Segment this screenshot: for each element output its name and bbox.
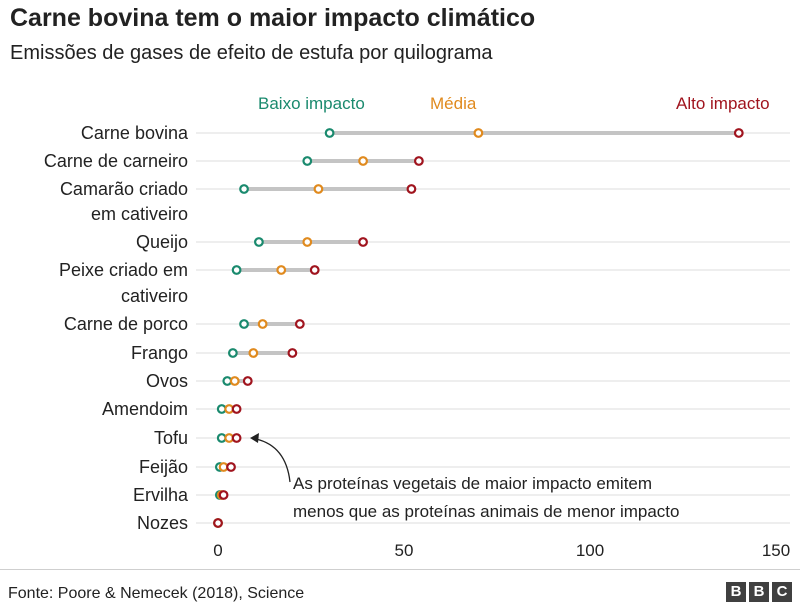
category-label: em cativeiro (91, 204, 188, 224)
impact-dot (242, 376, 253, 386)
source-text: Fonte: Poore & Nemecek (2018), Science (8, 585, 305, 602)
bbc-logo-letter: B (726, 582, 746, 602)
annotation-arrow (250, 433, 291, 483)
footer-divider (0, 569, 800, 570)
bbc-logo-letter: B (749, 582, 769, 602)
grid-layer (196, 132, 790, 524)
annotation-text: As proteínas vegetais de maior impacto e… (293, 470, 679, 526)
impact-dot (239, 184, 249, 194)
impact-dot (413, 156, 424, 166)
category-label: Ovos (146, 371, 188, 391)
chart-subtitle: Emissões de gases de efeito de estufa po… (10, 42, 493, 64)
impact-dot (302, 156, 313, 166)
category-label: Camarão criado (60, 179, 188, 199)
impact-dot (239, 319, 249, 329)
category-label: Frango (131, 343, 188, 363)
impact-dot (358, 156, 368, 166)
range-bars (216, 131, 741, 525)
legend-average: Média (430, 94, 477, 113)
annotation-curve (255, 438, 291, 483)
impact-dot (257, 319, 268, 329)
category-label: Tofu (154, 428, 188, 448)
x-tick-label: 0 (213, 541, 222, 560)
impact-dot (231, 265, 242, 275)
impact-dot (218, 490, 229, 500)
category-label: Ervilha (133, 485, 189, 505)
annotation-arrowhead (250, 433, 259, 443)
category-label: cativeiro (121, 286, 188, 306)
annotation-line-2: menos que as proteínas animais de menor … (293, 502, 680, 521)
impact-dot (227, 348, 238, 358)
annotation-line-1: As proteínas vegetais de maior impacto e… (293, 474, 653, 493)
impact-dot (294, 319, 305, 329)
dot-range-chart: Carne bovina Carne de carneiro Camarão cri… (44, 123, 790, 560)
x-tick-label: 50 (395, 541, 414, 560)
category-label: Carne bovina (81, 123, 189, 143)
impact-dot (406, 184, 417, 194)
category-label: Peixe criado em (59, 260, 188, 280)
impact-dot (324, 128, 335, 138)
impact-dot (229, 376, 240, 386)
impact-dot (231, 404, 242, 414)
legend-low-impact: Baixo impacto (258, 94, 365, 113)
category-label: Nozes (137, 513, 188, 533)
legend-high-impact: Alto impacto (676, 94, 770, 113)
impact-dot (733, 128, 744, 138)
category-label: Queijo (136, 232, 188, 252)
impact-dot (213, 518, 223, 528)
impact-dot (313, 184, 324, 194)
x-axis-ticks: 0 50 100 150 (213, 541, 790, 560)
impact-dots (213, 128, 744, 528)
impact-dot (231, 433, 242, 443)
impact-dot (254, 237, 264, 247)
bbc-logo: B B C (726, 582, 792, 602)
impact-dot (287, 348, 298, 358)
category-label: Amendoim (102, 399, 188, 419)
impact-dot (358, 237, 368, 247)
impact-dot (226, 462, 236, 472)
impact-dot (248, 348, 259, 358)
impact-dot (309, 265, 320, 275)
category-labels: Carne bovina Carne de carneiro Camarão cri… (44, 123, 189, 533)
impact-dot (302, 237, 313, 247)
category-label: Carne de carneiro (44, 151, 188, 171)
impact-dot (473, 128, 484, 138)
x-tick-label: 100 (576, 541, 604, 560)
category-label: Carne de porco (64, 314, 188, 334)
x-tick-label: 150 (762, 541, 790, 560)
category-label: Feijão (139, 457, 188, 477)
impact-dot (276, 265, 287, 275)
chart-title: Carne bovina tem o maior impacto climáti… (10, 4, 536, 32)
bbc-logo-letter: C (772, 582, 792, 602)
